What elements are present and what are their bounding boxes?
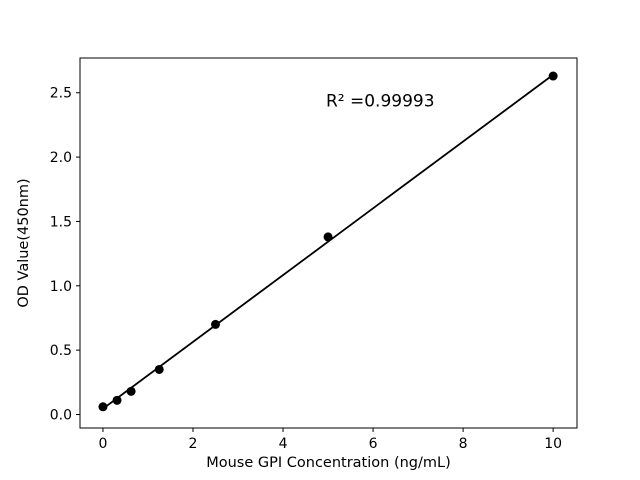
x-tick-label: 2 [189,436,198,452]
x-tick-label: 10 [544,436,562,452]
y-axis-label: OD Value(450nm) [16,178,32,307]
data-point [154,364,164,374]
data-point [126,386,136,396]
x-tick-label: 6 [369,436,378,452]
r-squared-annotation: R² =0.99993 [326,91,435,111]
data-point [112,395,122,405]
x-axis-label: Mouse GPI Concentration (ng/mL) [206,455,451,471]
y-tick-label: 0.0 [50,407,72,423]
axes-spines [79,57,578,429]
x-tick-label: 8 [459,436,468,452]
data-point [323,232,333,242]
y-tick-label: 2.5 [50,86,72,102]
data-point [211,319,221,329]
x-tick-label: 4 [279,436,288,452]
data-point [548,71,558,81]
y-tick-label: 0.5 [50,343,72,359]
data-point [98,402,108,412]
y-tick-label: 1.5 [50,214,72,230]
fit-line [102,73,555,410]
x-tick-label: 0 [98,436,107,452]
y-tick-label: 1.0 [50,279,72,295]
y-tick-label: 2.0 [50,150,72,166]
